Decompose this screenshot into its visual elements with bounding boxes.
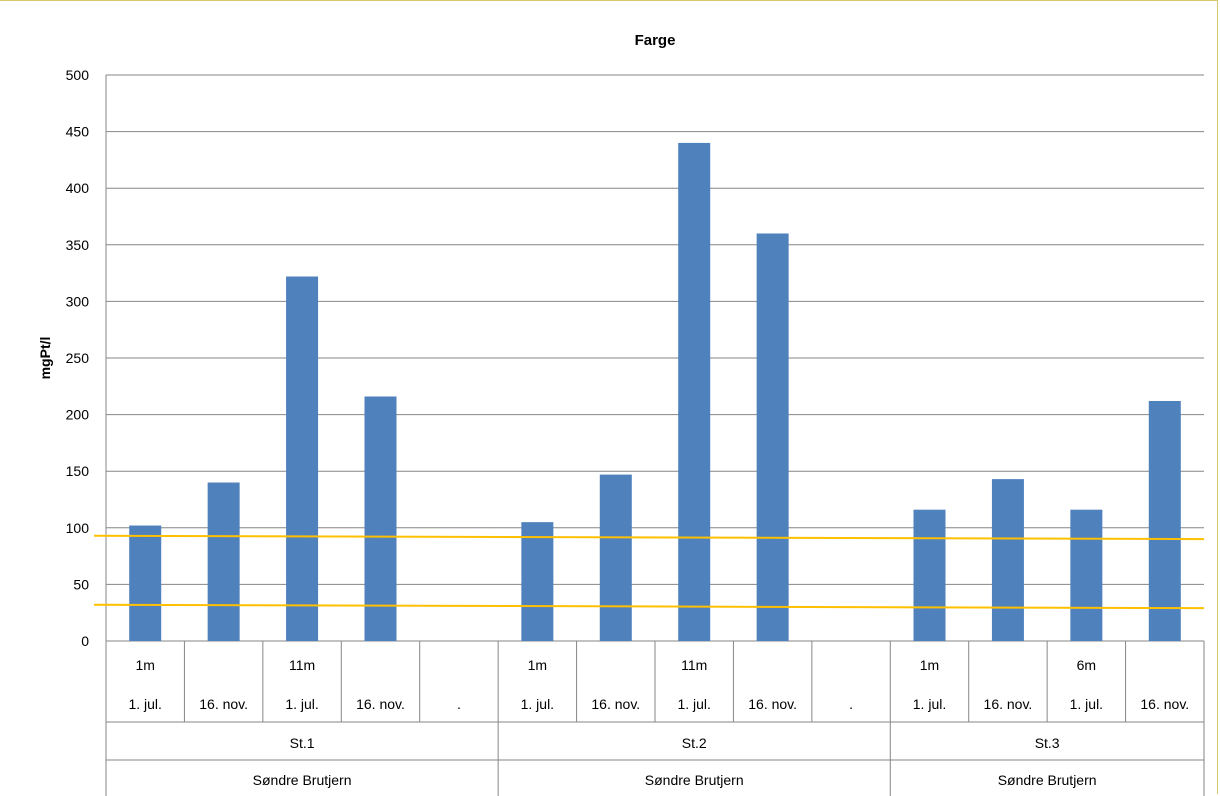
reference-line xyxy=(93,534,1205,541)
bar xyxy=(207,482,240,641)
lake-label: Søndre Brutjern xyxy=(645,772,744,788)
y-tick-label: 500 xyxy=(66,67,90,83)
bar xyxy=(913,509,946,641)
depth-label: 6m xyxy=(1077,657,1096,673)
depth-label: 1m xyxy=(135,657,154,673)
station-label: St.3 xyxy=(1035,735,1060,751)
bar xyxy=(129,525,162,641)
depth-label: 11m xyxy=(681,657,707,673)
date-label: 16. nov. xyxy=(591,696,640,712)
lake-label: Søndre Brutjern xyxy=(253,772,352,788)
bar xyxy=(364,396,397,641)
y-tick-label: 400 xyxy=(66,180,90,196)
date-label: 1. jul. xyxy=(913,696,946,712)
date-label: . xyxy=(849,696,853,712)
bar xyxy=(678,142,711,642)
reference-line xyxy=(93,603,1205,610)
date-label: 16. nov. xyxy=(199,696,248,712)
date-label: 16. nov. xyxy=(748,696,797,712)
date-label: 16. nov. xyxy=(356,696,405,712)
y-tick-label: 350 xyxy=(66,237,90,253)
date-label: 16. nov. xyxy=(1140,696,1189,712)
date-label: 1. jul. xyxy=(285,696,318,712)
y-tick-label: 450 xyxy=(66,124,90,140)
station-label: St.1 xyxy=(290,735,315,751)
bar xyxy=(521,522,554,641)
date-label: 1. jul. xyxy=(521,696,554,712)
depth-label: 1m xyxy=(920,657,939,673)
chart-title: Farge xyxy=(635,32,676,49)
date-label: 1. jul. xyxy=(677,696,710,712)
date-label: 1. jul. xyxy=(128,696,161,712)
depth-label: 11m xyxy=(289,657,315,673)
y-axis-label: mgPt/l xyxy=(37,337,53,380)
bar xyxy=(599,474,632,641)
bar xyxy=(991,479,1024,641)
date-label: . xyxy=(457,696,461,712)
y-tick-label: 300 xyxy=(66,293,90,309)
depth-label: 1m xyxy=(528,657,547,673)
y-tick-label: 100 xyxy=(66,520,90,536)
y-tick-label: 0 xyxy=(81,633,89,649)
bar xyxy=(1148,401,1181,641)
bar xyxy=(1070,509,1103,641)
y-tick-label: 200 xyxy=(66,407,90,423)
station-label: St.2 xyxy=(682,735,707,751)
y-tick-label: 50 xyxy=(73,576,89,592)
y-tick-label: 150 xyxy=(66,463,90,479)
lake-label: Søndre Brutjern xyxy=(998,772,1097,788)
y-tick-label: 250 xyxy=(66,350,90,366)
date-label: 1. jul. xyxy=(1070,696,1103,712)
date-label: 16. nov. xyxy=(984,696,1033,712)
bar xyxy=(756,233,789,642)
bar xyxy=(286,276,319,641)
